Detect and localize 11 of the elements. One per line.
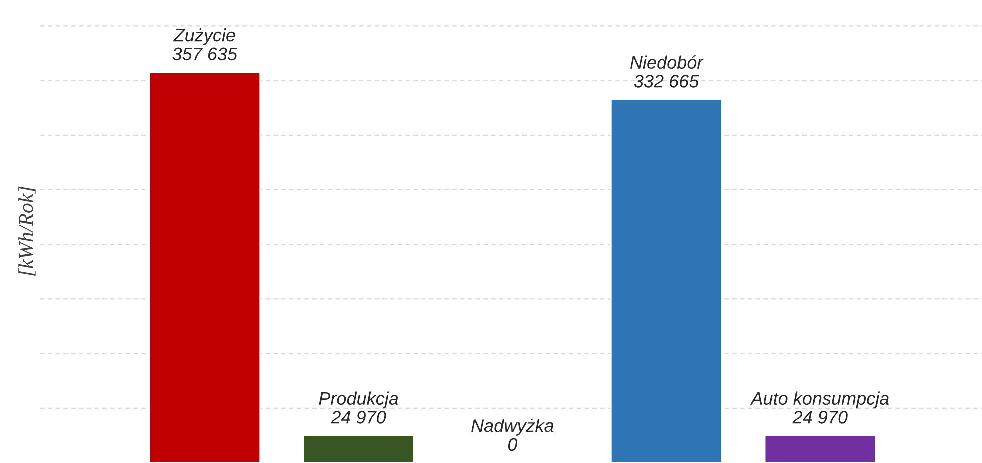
x-tick-label: Produkcja [319,392,398,409]
x-tick-label: Niedobór [630,56,704,70]
data-label: 24 970 [792,411,848,424]
data-label: 0 [508,438,518,452]
x-tick-label: Zużycie [173,28,236,46]
data-label: 357 635 [172,48,238,61]
x-tick-label: Nadwyżka [472,419,554,436]
data-label: 332 665 [634,75,700,88]
y-axis-title: [kWh/Rok] [18,186,36,276]
x-tick-label: Auto konsumpcja [750,392,890,409]
data-label: 24 970 [331,411,386,424]
